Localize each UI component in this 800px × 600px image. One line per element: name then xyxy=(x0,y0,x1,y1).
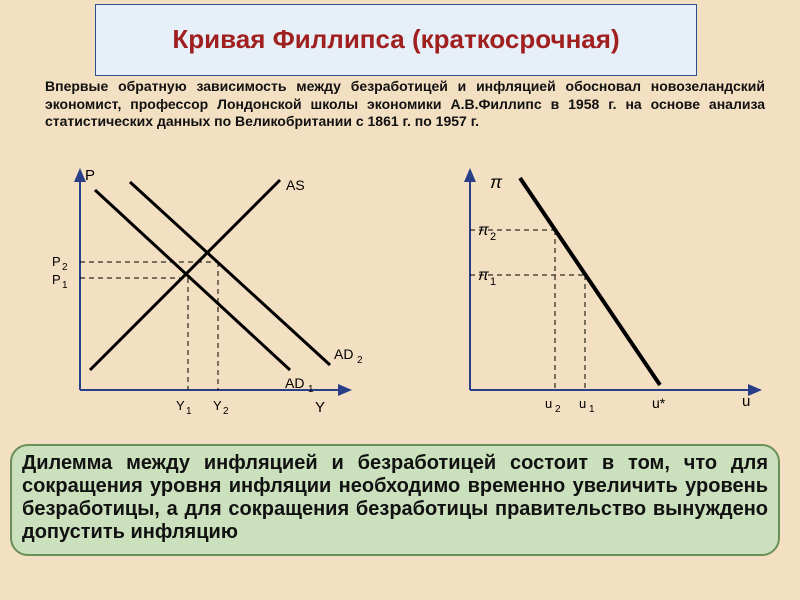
dilemma-box: Дилемма между инфляцией и безработицей с… xyxy=(10,444,780,556)
svg-text:AS: AS xyxy=(286,177,305,193)
dilemma-text: Дилемма между инфляцией и безработицей с… xyxy=(22,452,768,543)
svg-text:1: 1 xyxy=(589,404,595,415)
svg-text:P: P xyxy=(52,272,61,287)
intro-paragraph: Впервые обратную зависимость между безра… xyxy=(45,78,765,131)
svg-text:u: u xyxy=(545,396,552,411)
title-text: Кривая Филлипса (краткосрочная) xyxy=(172,26,619,53)
svg-text:2: 2 xyxy=(357,355,363,366)
svg-text:Y: Y xyxy=(315,399,325,416)
svg-text:2: 2 xyxy=(490,231,496,243)
svg-text:u: u xyxy=(742,393,750,410)
svg-text:1: 1 xyxy=(490,276,496,288)
svg-text:P: P xyxy=(85,167,95,184)
svg-text:2: 2 xyxy=(555,404,561,415)
svg-text:Y: Y xyxy=(176,398,185,413)
svg-text:π: π xyxy=(478,222,489,239)
slide-title: Кривая Филлипса (краткосрочная) xyxy=(95,4,697,76)
adas-chart: PYP2P1Y1Y2ASAD1AD2 xyxy=(20,160,380,420)
svg-text:u: u xyxy=(579,396,586,411)
svg-text:1: 1 xyxy=(308,384,314,395)
svg-text:AD: AD xyxy=(334,346,353,362)
phillips-chart: ππ2π1u2u1u*u xyxy=(440,160,780,420)
svg-text:2: 2 xyxy=(223,406,229,417)
svg-text:u*: u* xyxy=(652,395,666,411)
svg-text:1: 1 xyxy=(62,280,68,291)
svg-text:P: P xyxy=(52,254,61,269)
svg-text:2: 2 xyxy=(62,262,68,273)
slide: Кривая Филлипса (краткосрочная) Впервые … xyxy=(0,0,800,600)
svg-text:Y: Y xyxy=(213,398,222,413)
svg-text:AD: AD xyxy=(285,375,304,391)
svg-text:π: π xyxy=(490,172,503,192)
svg-text:1: 1 xyxy=(186,406,192,417)
svg-text:π: π xyxy=(478,267,489,284)
